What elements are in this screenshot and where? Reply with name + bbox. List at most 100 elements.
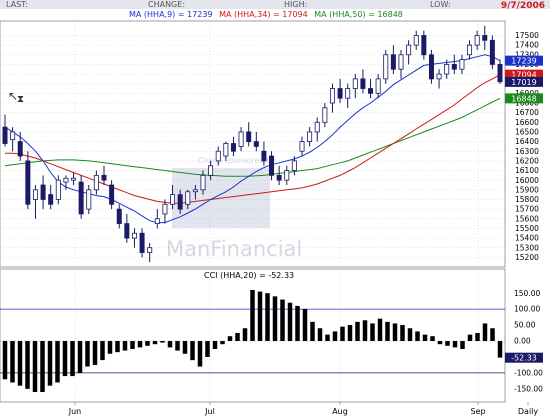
- price-tick-label: 16300: [515, 147, 539, 156]
- cci-bar: [445, 341, 450, 346]
- cci-bar: [295, 305, 300, 341]
- header-band: [0, 0, 550, 9]
- price-tick-label: 15500: [515, 224, 539, 233]
- cci-bar: [370, 323, 375, 341]
- cci-bar: [92, 341, 98, 365]
- cci-bar: [347, 325, 353, 341]
- candle-down: [230, 143, 236, 152]
- candle-up: [200, 174, 206, 191]
- candle-up: [406, 44, 412, 56]
- cci-bar: [152, 341, 158, 345]
- cursor-arrow-icon: ↖: [8, 89, 18, 103]
- cci-bar: [280, 299, 285, 341]
- candle-down: [421, 35, 427, 56]
- ma34-legend: MA (HHA,34) = 17094: [219, 10, 308, 19]
- cci-bar: [317, 328, 323, 341]
- cci-bar: [55, 341, 60, 383]
- candle-up: [474, 35, 480, 46]
- candle-up: [436, 73, 442, 80]
- watermark-sponsor: Charts sponsored by: [198, 156, 276, 165]
- candle-down: [116, 208, 122, 224]
- candle-down: [139, 232, 145, 253]
- price-tick-label: 15700: [515, 205, 539, 214]
- high-label: HIGH:: [284, 0, 307, 9]
- candle-down: [109, 184, 115, 205]
- candle-up: [284, 170, 290, 181]
- cci-bar: [422, 334, 428, 341]
- candle-down: [177, 194, 183, 210]
- price-tick-label: 16400: [515, 137, 539, 146]
- cci-bar: [430, 336, 435, 341]
- candle-up: [162, 203, 168, 215]
- cci-bar: [415, 331, 420, 341]
- cci-bar: [332, 331, 338, 341]
- candle-down: [368, 88, 374, 94]
- cci-bar: [47, 341, 53, 386]
- cci-bar: [250, 289, 255, 341]
- candle-up: [398, 54, 404, 70]
- cci-bar: [490, 328, 495, 341]
- cci-badge-box: [505, 352, 543, 363]
- ma50-legend: MA (HHA,50) = 16848: [314, 10, 403, 19]
- candle-up: [10, 131, 16, 141]
- candle-up: [345, 88, 351, 99]
- price-tick-label: 15300: [515, 243, 539, 252]
- cci-bar: [310, 321, 315, 341]
- x-tick-label: Aug: [332, 407, 348, 416]
- cci-bar: [115, 341, 120, 353]
- candle-down: [276, 174, 282, 181]
- cci-tick-label: 100.00: [514, 305, 540, 314]
- cci-bar: [190, 341, 195, 361]
- price-tick-label: 16600: [515, 118, 539, 127]
- last-badge-label: 16848: [511, 94, 536, 103]
- cci-bar: [205, 341, 210, 357]
- candle-up: [223, 143, 229, 157]
- price-tick-label: 15900: [515, 185, 539, 194]
- candle-up: [352, 78, 358, 89]
- cci-bar: [220, 341, 225, 345]
- candle-down: [17, 141, 23, 157]
- last-badge: [505, 69, 543, 80]
- candle-down: [78, 181, 84, 215]
- cci-bar: [17, 341, 23, 386]
- price-tick-label: 16200: [515, 156, 539, 165]
- candle-up: [307, 131, 313, 142]
- candle-up: [459, 59, 465, 70]
- candle-down: [101, 174, 107, 181]
- candle-up: [154, 218, 160, 224]
- cci-y-axis: 150.00100.0050.000.00-50.00-100.00-150.0…: [514, 289, 543, 394]
- candle-up: [208, 165, 214, 176]
- price-tick-label: 17300: [515, 50, 539, 59]
- candle-up: [170, 194, 176, 205]
- cci-bar: [272, 296, 278, 341]
- cci-bar: [235, 333, 240, 341]
- candle-down: [428, 54, 434, 80]
- price-tick-label: 17400: [515, 41, 539, 50]
- cci-bar: [287, 302, 293, 341]
- candle-down: [25, 160, 31, 205]
- candle-up: [444, 64, 450, 75]
- cci-title: CCI (HHA,20) = -52.33: [204, 271, 294, 280]
- ma50-line: [4, 97, 501, 177]
- cci-bar: [362, 320, 368, 341]
- cci-bar: [175, 341, 180, 351]
- candle-down: [253, 141, 259, 147]
- cci-bar: [392, 323, 398, 341]
- cci-bar: [377, 318, 383, 341]
- cci-bar: [10, 341, 15, 383]
- cci-bar: [257, 291, 263, 341]
- candle-down: [261, 150, 267, 162]
- cci-bar: [70, 341, 75, 377]
- candle-up: [185, 191, 191, 205]
- candle-down: [337, 88, 343, 99]
- header-date: 9/7/2006: [501, 1, 545, 11]
- price-tick-label: 17500: [515, 31, 539, 40]
- cci-tick-label: 50.00: [514, 321, 536, 330]
- cci-bar: [482, 323, 488, 341]
- cci-last-badge: -52.33: [505, 352, 543, 363]
- cci-bar: [100, 341, 105, 361]
- cci-bar: [32, 341, 38, 393]
- price-tick-label: 16100: [515, 166, 539, 175]
- candle-down: [40, 184, 46, 200]
- candlestick-series: [2, 25, 503, 263]
